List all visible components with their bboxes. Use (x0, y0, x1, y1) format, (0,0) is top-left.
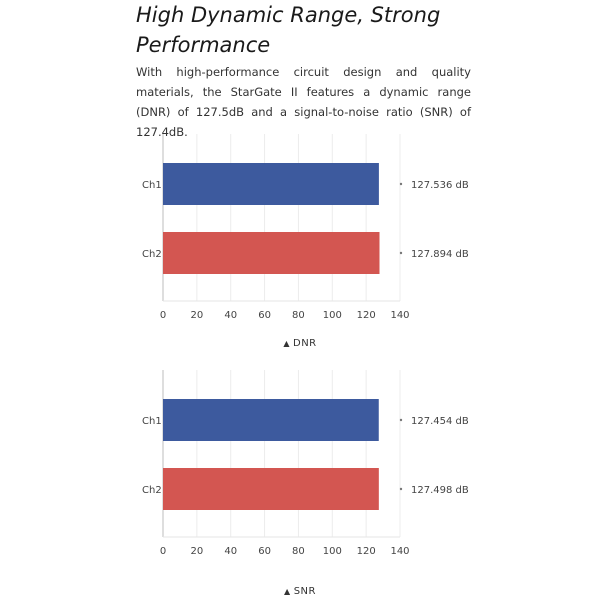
page-description: With high-performance circuit design and… (136, 65, 471, 139)
snr-bar-ch1 (163, 399, 379, 441)
snr-caption-label: SNR (293, 586, 316, 597)
dnr-value-label: 127.894 dB (411, 249, 469, 260)
snr-value-marker (399, 418, 403, 422)
dnr-tick-label: 120 (357, 310, 376, 321)
snr-tick-label: 140 (390, 546, 409, 557)
dnr-caption-marker: ▲ (283, 339, 290, 348)
snr-value-marker (399, 487, 403, 491)
dnr-tick-label: 140 (390, 310, 409, 321)
snr-category-label: Ch2 (142, 485, 162, 496)
snr-tick-label: 120 (357, 546, 376, 557)
dnr-tick-label: 80 (292, 310, 305, 321)
snr-chart-svg: 0 20 40 60 80 100 120 140 Ch1 127.454 dB Ch2 127.49… (142, 370, 469, 557)
snr-bar-ch2 (163, 468, 379, 510)
dnr-tick-label: 100 (323, 310, 342, 321)
snr-tick-label: 20 (190, 546, 203, 557)
snr-tick-label: 80 (292, 546, 305, 557)
dnr-tick-label: 0 (160, 310, 166, 321)
snr-value-label: 127.454 dB (411, 416, 469, 427)
dnr-chart-svg: 0 20 40 60 80 100 120 140 Ch1 127.536 dB Ch2 127.89… (142, 134, 469, 321)
snr-tick-label: 60 (258, 546, 271, 557)
snr-value-label: 127.498 dB (411, 485, 469, 496)
snr-caption-marker: ▲ (284, 587, 291, 596)
dnr-chart: 0 20 40 60 80 100 120 140 Ch1 127.536 dB Ch2 127.89… (0, 130, 600, 330)
snr-chart: 0 20 40 60 80 100 120 140 Ch1 127.454 dB Ch2 127.49… (0, 366, 600, 566)
dnr-caption: ▲ DNR (0, 338, 600, 349)
dnr-caption-label: DNR (293, 338, 317, 349)
dnr-category-label: Ch1 (142, 180, 162, 191)
dnr-tick-label: 40 (224, 310, 237, 321)
snr-caption: ▲ SNR (0, 586, 600, 597)
dnr-value-marker (399, 182, 403, 186)
snr-tick-label: 100 (323, 546, 342, 557)
snr-tick-label: 0 (160, 546, 166, 557)
dnr-category-label: Ch2 (142, 249, 162, 260)
dnr-bar-ch1 (163, 163, 379, 205)
dnr-value-marker (399, 251, 403, 255)
page-title: High Dynamic Range, Strong Performance (136, 3, 441, 57)
snr-category-label: Ch1 (142, 416, 162, 427)
dnr-tick-label: 20 (190, 310, 203, 321)
dnr-value-label: 127.536 dB (411, 180, 469, 191)
dnr-bar-ch2 (163, 232, 380, 274)
dnr-tick-label: 60 (258, 310, 271, 321)
snr-tick-label: 40 (224, 546, 237, 557)
